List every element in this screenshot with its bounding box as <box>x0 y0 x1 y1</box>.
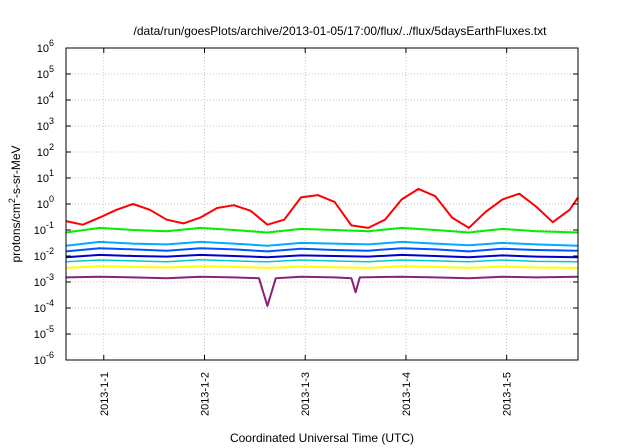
series-line-4 <box>65 247 579 253</box>
y-tick-label: 10-1 <box>34 220 54 237</box>
series-group <box>65 187 579 307</box>
series-line-1 <box>65 187 579 229</box>
x-axis-label: Coordinated Universal Time (UTC) <box>230 431 414 445</box>
y-tick-label: 10-5 <box>34 324 54 341</box>
y-tick-label: 10-3 <box>34 272 54 289</box>
y-tick-labels: 10-6 10-5 10-4 10-3 10-2 10-1 100 101 102 103 104 1… <box>34 38 54 367</box>
x-tick-label: 2013-1-3 <box>300 372 312 416</box>
y-axis-label: protons/cm2-s-sr-MeV <box>7 145 23 262</box>
y-tick-label: 101 <box>37 168 54 185</box>
x-tick-label: 2013-1-2 <box>199 372 211 416</box>
y-tick-label: 104 <box>37 90 54 107</box>
y-tick-label: 106 <box>37 38 54 55</box>
series-line-8 <box>65 275 579 307</box>
ticks <box>66 47 578 361</box>
chart-title: /data/run/goesPlots/archive/2013-01-05/1… <box>134 24 548 38</box>
y-tick-label: 10-6 <box>34 350 54 367</box>
series-line-7 <box>65 265 579 269</box>
x-tick-label: 2013-1-4 <box>401 372 413 416</box>
series-line-2 <box>65 226 579 234</box>
y-tick-label: 10-2 <box>34 246 54 263</box>
x-tick-labels: 2013-1-1 2013-1-2 2013-1-3 2013-1-4 2013-1-5 <box>99 372 514 416</box>
series-line-6 <box>65 258 579 263</box>
series-line-5 <box>65 253 579 259</box>
y-tick-label: 10-4 <box>34 298 54 315</box>
x-tick-label: 2013-1-1 <box>99 372 111 416</box>
grid <box>66 47 578 361</box>
y-tick-label: 105 <box>37 64 54 81</box>
series-line-3 <box>65 240 579 247</box>
y-tick-label: 102 <box>37 142 54 159</box>
y-tick-label: 103 <box>37 116 54 133</box>
y-tick-label: 100 <box>37 194 54 211</box>
x-tick-label: 2013-1-5 <box>502 372 514 416</box>
